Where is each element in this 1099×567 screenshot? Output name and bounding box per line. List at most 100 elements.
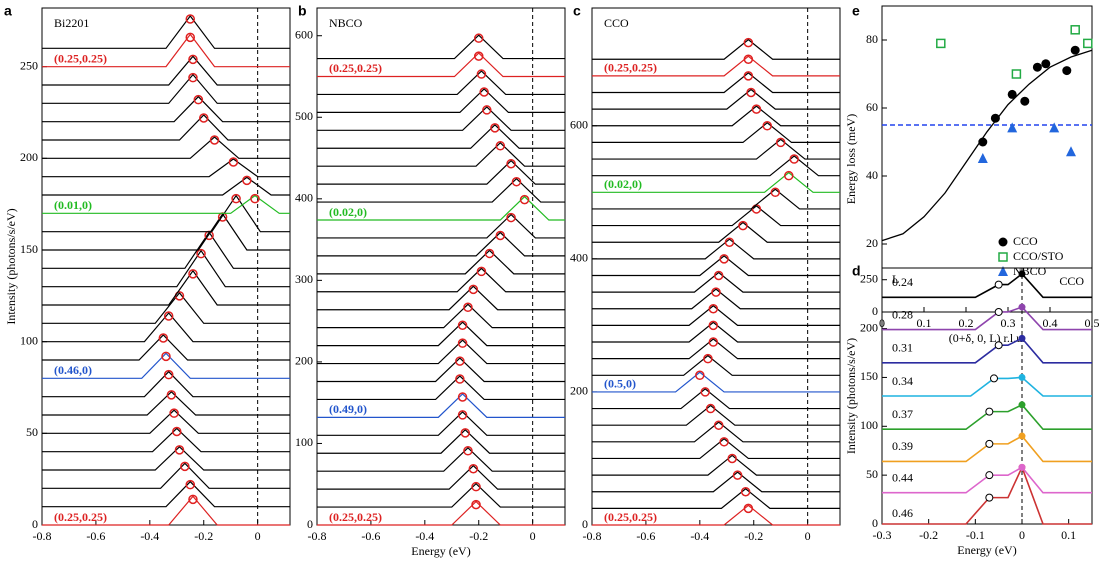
legend-marker — [998, 237, 1008, 247]
y-tick-label: 400 — [295, 191, 313, 205]
x-tick-label: 0.3 — [1001, 316, 1016, 330]
peak-marker — [161, 351, 171, 362]
panel-label: e — [852, 3, 860, 19]
panel-label: a — [4, 3, 12, 19]
plot-frame — [881, 5, 1093, 313]
peak-marker — [719, 254, 729, 264]
spectrum — [592, 321, 840, 343]
spectrum — [592, 388, 840, 410]
y-tick-label: 60 — [866, 100, 878, 114]
spectrum — [317, 177, 565, 203]
spectrum — [317, 375, 565, 401]
spectrum — [592, 238, 840, 260]
panel-label: c — [573, 3, 581, 19]
spectrum — [592, 304, 840, 326]
spectrum — [592, 38, 840, 60]
x-tick-label: 0 — [1019, 528, 1025, 542]
magnon-marker — [985, 471, 994, 480]
spectrum — [42, 495, 290, 526]
peak-marker — [1018, 270, 1026, 278]
data-point — [1066, 146, 1076, 157]
data-point — [977, 153, 988, 163]
y-tick-label: 40 — [866, 168, 878, 182]
spectrum — [42, 409, 290, 434]
magnon-marker — [994, 280, 1003, 289]
peak-marker — [476, 266, 487, 277]
peak-marker — [188, 269, 198, 279]
spectrum — [42, 462, 290, 489]
spectrum — [317, 141, 565, 167]
peak-marker — [166, 390, 177, 400]
peak-marker — [1018, 334, 1026, 342]
peak-marker — [185, 479, 196, 490]
peak-marker — [158, 333, 169, 343]
peak-marker — [471, 499, 481, 510]
peak-marker — [460, 428, 471, 438]
data-point — [1011, 69, 1022, 79]
spectrum — [882, 306, 1092, 331]
peak-marker — [484, 248, 495, 259]
trace-label: 0.39 — [892, 439, 913, 453]
fit-curve — [881, 49, 1093, 242]
y-tick-label: 500 — [295, 109, 313, 123]
peak-marker — [468, 463, 479, 474]
y-tick-label: 0 — [872, 516, 878, 530]
spectrum — [42, 334, 290, 361]
peak-marker — [473, 33, 484, 43]
peak-marker — [457, 410, 468, 420]
x-tick-label: 0 — [530, 529, 536, 543]
legend-label: CCO — [1013, 234, 1038, 248]
spectrum — [592, 188, 840, 210]
spectrum — [317, 124, 565, 149]
peak-marker — [169, 408, 179, 418]
peak-marker — [490, 123, 500, 133]
spectrum — [42, 212, 290, 251]
peak-marker — [1018, 303, 1026, 311]
spectrum — [317, 159, 565, 185]
x-tick-label: -0.8 — [583, 529, 602, 543]
spectrum — [42, 33, 290, 68]
spectrum — [317, 339, 565, 365]
spectrum — [592, 338, 840, 360]
peak-marker — [468, 284, 479, 295]
peak-marker — [163, 311, 174, 321]
peak-marker — [743, 503, 754, 514]
panel-label: d — [852, 263, 861, 279]
spectrum — [592, 404, 840, 426]
spectrum — [882, 376, 1092, 397]
peak-marker — [1018, 401, 1026, 409]
peak-marker — [476, 69, 487, 79]
x-tick-label: -0.2 — [469, 529, 488, 543]
spectrum — [317, 267, 565, 293]
peak-marker — [196, 248, 206, 259]
spectrum — [42, 114, 290, 141]
peak-marker — [473, 51, 484, 61]
data-point — [1020, 96, 1030, 106]
spectrum — [882, 337, 1092, 364]
x-tick-label: -0.2 — [744, 529, 763, 543]
spectrum — [317, 106, 565, 131]
y-tick-label: 150 — [860, 369, 878, 383]
panel-title: CCO — [604, 16, 629, 30]
peak-marker — [511, 176, 522, 187]
x-tick-label: -0.2 — [194, 529, 213, 543]
peak-marker — [193, 94, 204, 105]
spectrum — [592, 471, 840, 493]
peak-marker — [743, 37, 754, 48]
spectrum — [317, 429, 565, 454]
y-tick-label: 200 — [570, 384, 588, 398]
peak-marker — [695, 370, 705, 381]
peak-marker — [724, 237, 735, 247]
data-point — [1070, 45, 1080, 55]
spectrum — [592, 105, 840, 127]
y-tick-label: 50 — [26, 425, 38, 439]
legend-marker — [998, 252, 1008, 262]
legend-label: CCO/STO — [1013, 249, 1064, 263]
spectrum — [592, 221, 840, 243]
peak-marker — [185, 32, 196, 43]
spectrum — [317, 446, 565, 472]
x-tick-label: 0.1 — [1061, 528, 1076, 542]
peak-marker — [1018, 373, 1026, 381]
peak-marker — [198, 113, 209, 123]
trace-label: (0.02,0) — [329, 205, 367, 219]
